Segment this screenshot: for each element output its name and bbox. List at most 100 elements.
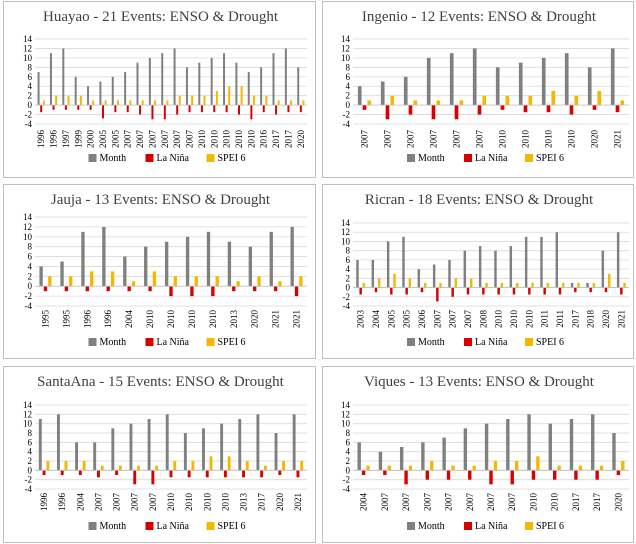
y-tick-label: -4 <box>25 301 33 311</box>
x-tick-label: 2007 <box>448 310 458 329</box>
y-tick-label: 0 <box>28 100 33 110</box>
bar-la-nina <box>466 287 470 295</box>
y-tick-label: -2 <box>343 292 351 302</box>
legend-swatch-month <box>407 522 415 530</box>
x-tick-label: 2020 <box>613 493 623 512</box>
x-tick-label: 1995 <box>61 310 71 329</box>
y-tick-label: 4 <box>346 81 351 91</box>
bar-la-nina <box>275 105 278 115</box>
x-tick-label: 2010 <box>202 493 212 512</box>
y-tick-label: 6 <box>28 72 33 82</box>
legend-label-month: Month <box>100 153 127 164</box>
bar-la-nina <box>151 470 155 485</box>
bar-month <box>75 442 79 471</box>
bar-la-nina <box>477 105 482 115</box>
bar-spei6 <box>215 276 219 287</box>
bar-month <box>371 259 375 288</box>
x-tick-label: 2007 <box>465 493 475 512</box>
bar-la-nina <box>482 287 485 295</box>
y-tick-label: 10 <box>23 232 33 242</box>
bar-month <box>290 226 294 287</box>
bar-spei6 <box>592 282 596 288</box>
bar-la-nina <box>299 105 302 113</box>
bar-la-nina <box>420 287 424 293</box>
chart-title: Ricran - 18 Events: ENSO & Drought <box>365 192 594 208</box>
bar-spei6 <box>531 282 534 288</box>
bar-spei6 <box>561 282 565 288</box>
y-tick-label: 8 <box>28 428 33 438</box>
y-tick-label: 12 <box>341 409 350 419</box>
bar-la-nina <box>77 105 80 110</box>
bar-month <box>147 419 151 471</box>
bar-la-nina <box>510 470 514 485</box>
bar-la-nina <box>500 105 505 110</box>
bar-la-nina <box>616 470 621 475</box>
chart-title: Huayao - 21 Events: ENSO & Drought <box>43 9 279 25</box>
bar-spei6 <box>152 271 157 287</box>
bar-spei6 <box>621 461 625 471</box>
bar-spei6 <box>493 461 498 471</box>
bar-spei6 <box>277 100 280 106</box>
bar-la-nina <box>620 287 623 295</box>
bar-month <box>472 48 477 106</box>
bar-month <box>202 428 205 471</box>
x-tick-label: 2005 <box>386 310 396 329</box>
legend-label-spei6: SPEI 6 <box>536 521 564 532</box>
bar-spei6 <box>430 461 434 471</box>
bar-spei6 <box>245 461 249 471</box>
bar-spei6 <box>597 90 602 106</box>
bar-la-nina <box>574 287 577 293</box>
x-tick-label: 2017 <box>271 130 281 149</box>
bar-month <box>527 414 531 471</box>
y-tick-label: 0 <box>346 465 351 475</box>
x-tick-label: 2007 <box>406 130 416 149</box>
bar-la-nina <box>97 470 100 478</box>
bar-la-nina <box>615 105 620 113</box>
x-tick-label: 2010 <box>145 310 155 329</box>
bar-la-nina <box>451 287 454 297</box>
legend-swatch-la-nina <box>464 338 472 346</box>
bar-spei6 <box>423 282 427 288</box>
bar-spei6 <box>227 456 231 471</box>
bar-spei6 <box>439 282 442 288</box>
bar-la-nina <box>512 287 516 295</box>
bar-la-nina <box>223 470 227 478</box>
y-tick-label: 6 <box>28 437 33 447</box>
x-tick-label: 2021 <box>616 310 626 328</box>
bar-month <box>612 433 616 471</box>
bar-la-nina <box>489 470 493 485</box>
bar-la-nina <box>552 470 557 480</box>
chart-svg-santaana: SantaAna - 15 Events: ENSO & Drought -4-2… <box>23 374 307 532</box>
chart-title: Ingenio - 12 Events: ENSO & Drought <box>362 9 597 25</box>
bar-spei6 <box>574 95 579 106</box>
bar-month <box>274 433 278 471</box>
x-tick-label: 2016 <box>259 130 269 149</box>
x-tick-label: 2010 <box>222 130 232 149</box>
y-tick-label: 6 <box>346 72 351 82</box>
bar-month <box>292 414 296 471</box>
bar-spei6 <box>459 100 464 106</box>
bar-spei6 <box>557 465 561 471</box>
bar-la-nina <box>89 105 92 110</box>
y-tick-label: 14 <box>341 34 351 44</box>
bar-spei6 <box>472 465 476 471</box>
x-tick-label: 2004 <box>371 310 381 329</box>
bar-la-nina <box>102 105 104 119</box>
bar-month <box>39 266 43 287</box>
x-tick-label: 2007 <box>112 493 122 512</box>
bar-spei6 <box>141 100 144 106</box>
y-tick-label: 8 <box>346 428 351 438</box>
bar-la-nina <box>205 470 209 478</box>
bar-month <box>386 241 390 288</box>
legend-label-la-nina: La Niña <box>475 153 508 164</box>
bar-month <box>540 236 543 288</box>
x-tick-label: 2017 <box>571 493 581 512</box>
bar-la-nina <box>558 287 562 295</box>
legend-swatch-month <box>88 338 97 346</box>
bar-la-nina <box>78 470 82 475</box>
bar-la-nina <box>190 286 194 297</box>
x-tick-label: 2017 <box>592 493 602 512</box>
bar-spei6 <box>203 95 206 106</box>
y-tick-label: 2 <box>346 273 351 283</box>
bar-month <box>99 81 102 106</box>
